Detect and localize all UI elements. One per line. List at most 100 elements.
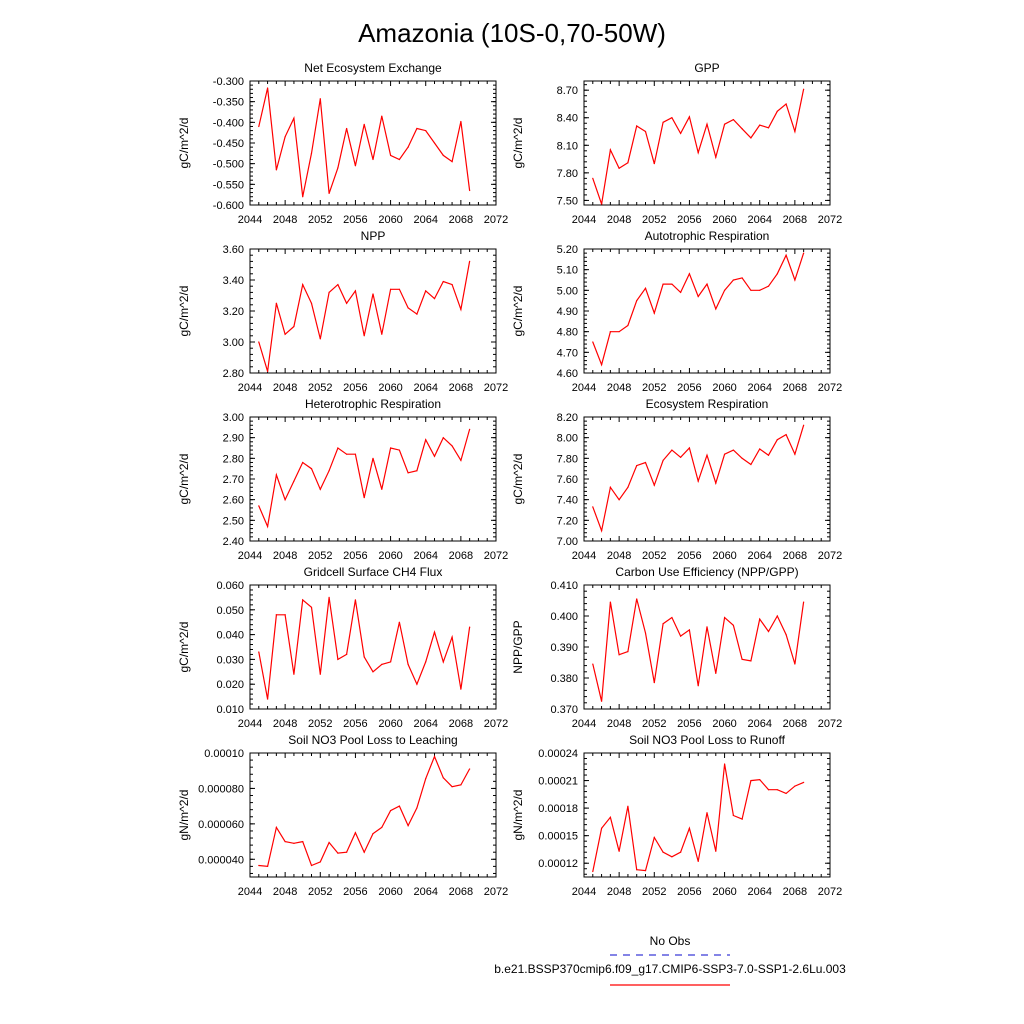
data-point — [644, 632, 647, 634]
data-point — [715, 850, 717, 852]
data-point — [381, 115, 383, 117]
data-point — [759, 124, 761, 126]
data-point — [389, 661, 392, 663]
data-point — [416, 127, 418, 130]
y-tick-label: 0.400 — [550, 611, 578, 623]
x-tick-label: 2064 — [413, 550, 437, 562]
data-point — [275, 826, 277, 829]
x-tick-label: 2044 — [572, 886, 596, 898]
y-tick-label: 0.380 — [550, 673, 578, 685]
data-point — [346, 653, 348, 656]
data-point — [697, 685, 699, 687]
data-point — [363, 123, 365, 125]
data-point — [732, 624, 734, 626]
data-point — [688, 629, 691, 631]
data-point — [715, 672, 717, 674]
data-point — [653, 163, 655, 165]
data-point — [425, 778, 427, 780]
data-point — [293, 117, 295, 119]
x-tick-label: 2052 — [308, 382, 332, 394]
y-axis-label: gN/m^2/d — [177, 790, 191, 841]
data-point — [460, 784, 462, 786]
panel-title: NPP — [361, 229, 386, 243]
y-axis-label: gC/m^2/d — [177, 622, 191, 673]
y-tick-label: 7.20 — [557, 515, 578, 527]
x-tick-label: 2044 — [572, 718, 596, 730]
data-point — [381, 663, 383, 665]
y-tick-label: 0.00021 — [538, 776, 578, 788]
data-point — [627, 805, 629, 807]
data-point — [644, 869, 647, 872]
legend-label-no-obs: No Obs — [650, 934, 691, 948]
data-point — [627, 324, 629, 327]
data-point — [750, 463, 752, 466]
panel-title: Gridcell Surface CH4 Flux — [304, 565, 443, 579]
data-point — [803, 88, 805, 90]
data-point — [442, 777, 444, 779]
x-tick-label: 2052 — [642, 550, 666, 562]
y-axis-label: gN/m^2/d — [511, 790, 525, 841]
data-point — [592, 341, 594, 343]
x-tick-label: 2072 — [818, 550, 842, 562]
data-point — [785, 433, 787, 436]
data-point — [337, 658, 339, 661]
y-tick-label: -0.450 — [213, 138, 244, 150]
x-tick-label: 2048 — [273, 886, 297, 898]
data-point — [460, 120, 462, 123]
panel-title: Carbon Use Efficiency (NPP/GPP) — [615, 565, 798, 579]
y-tick-label: 5.20 — [557, 244, 578, 256]
data-point — [398, 288, 400, 290]
x-tick-label: 2056 — [343, 886, 367, 898]
data-point — [433, 298, 436, 300]
data-point — [671, 616, 673, 619]
data-point — [600, 364, 603, 366]
data-point — [460, 459, 462, 461]
panel-6: Gridcell Surface CH4 Flux gC/m^2/d 2044 204… — [177, 565, 508, 730]
x-tick-label: 2044 — [572, 550, 596, 562]
y-tick-label: 7.80 — [557, 453, 578, 465]
data-point — [741, 658, 743, 661]
data-point — [715, 482, 717, 484]
data-point — [706, 454, 708, 456]
panel-7: Carbon Use Efficiency (NPP/GPP) NPP/GPP 20… — [511, 565, 842, 730]
data-point — [266, 525, 269, 528]
y-tick-label: 4.80 — [557, 327, 578, 339]
data-point — [803, 781, 805, 783]
data-point — [293, 842, 295, 844]
plot-frame — [583, 416, 831, 542]
data-point — [319, 338, 321, 340]
data-point — [425, 439, 427, 441]
data-point — [600, 530, 603, 532]
data-point — [776, 273, 778, 275]
data-point — [697, 152, 699, 154]
data-point — [680, 635, 682, 637]
x-tick-label: 2064 — [413, 718, 437, 730]
x-tick-label: 2060 — [712, 718, 736, 730]
data-point — [600, 827, 603, 829]
data-point — [636, 869, 638, 871]
x-tick-label: 2068 — [783, 382, 807, 394]
data-point — [302, 196, 304, 198]
data-point — [794, 130, 796, 133]
data-point — [767, 789, 770, 791]
x-tick-label: 2060 — [712, 214, 736, 226]
data-point — [258, 651, 260, 653]
series-line — [258, 754, 471, 868]
y-tick-label: 8.00 — [557, 433, 578, 445]
x-tick-label: 2056 — [677, 718, 701, 730]
data-point — [328, 291, 330, 293]
y-tick-label: 0.390 — [550, 642, 578, 654]
data-point — [723, 289, 726, 291]
data-point — [750, 779, 752, 782]
x-tick-label: 2056 — [343, 382, 367, 394]
series-line — [258, 261, 471, 372]
data-point — [776, 110, 778, 112]
data-point — [636, 598, 638, 600]
x-tick-label: 2056 — [677, 550, 701, 562]
data-point — [425, 130, 427, 132]
y-tick-label: 0.020 — [216, 679, 244, 691]
data-point — [671, 117, 673, 119]
x-tick-label: 2048 — [607, 550, 631, 562]
data-point — [451, 636, 453, 638]
data-point — [706, 626, 708, 628]
